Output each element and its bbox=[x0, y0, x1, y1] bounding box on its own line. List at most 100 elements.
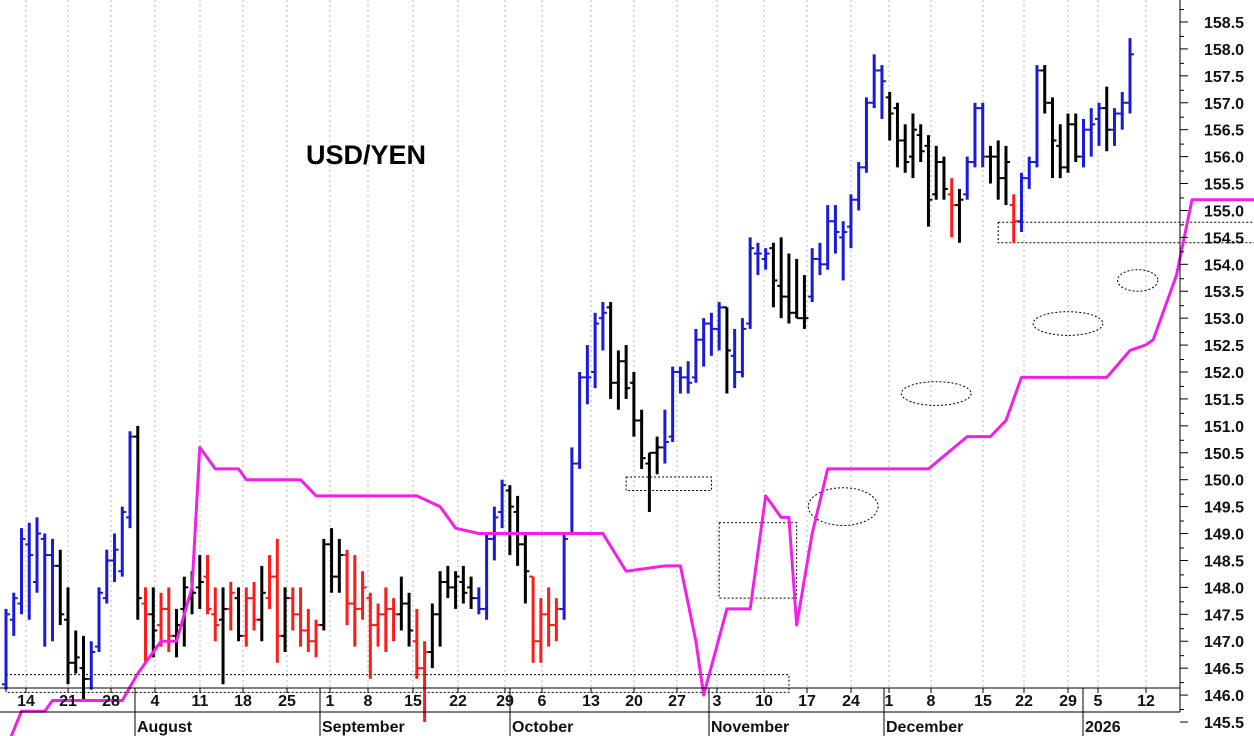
ohlc-bar bbox=[1126, 38, 1134, 114]
ohlc-bar bbox=[591, 312, 600, 389]
x-tick-label: 1 bbox=[885, 693, 894, 710]
ohlc-bar bbox=[846, 194, 855, 249]
ohlc-bar bbox=[1025, 156, 1034, 189]
price-bars bbox=[2, 38, 1134, 722]
ohlc-bar bbox=[1032, 65, 1041, 168]
grid-lines bbox=[25, 0, 1147, 688]
stop-line-series bbox=[9, 198, 1254, 736]
ohlc-bar bbox=[622, 345, 631, 399]
ohlc-bar bbox=[939, 156, 948, 200]
ohlc-bar bbox=[2, 608, 10, 690]
ohlc-bar bbox=[560, 533, 569, 620]
ohlc-bar bbox=[420, 641, 429, 722]
x-tick-label: 20 bbox=[625, 693, 643, 710]
x-tick-label: 15 bbox=[404, 693, 422, 710]
ohlc-bar bbox=[885, 92, 894, 141]
ohlc-bar bbox=[1063, 113, 1072, 173]
ohlc-bar bbox=[273, 538, 282, 663]
ohlc-bar bbox=[792, 258, 801, 320]
y-tick-label: 154.5 bbox=[1204, 230, 1244, 247]
month-label: September bbox=[322, 719, 405, 736]
x-tick-label: 6 bbox=[538, 693, 547, 710]
ohlc-bar bbox=[854, 162, 863, 211]
stop-line bbox=[9, 198, 1254, 736]
ohlc-bar bbox=[777, 237, 786, 319]
x-tick-label: 8 bbox=[927, 693, 936, 710]
x-tick-label: 15 bbox=[974, 693, 992, 710]
ohlc-bar bbox=[335, 538, 344, 593]
support-box bbox=[718, 522, 798, 599]
y-tick-label: 148.5 bbox=[1204, 553, 1244, 570]
ohlc-bar bbox=[823, 205, 832, 270]
ohlc-bar bbox=[319, 538, 328, 631]
ohlc-bar bbox=[281, 587, 290, 652]
ohlc-bar bbox=[350, 555, 359, 647]
ohlc-bar bbox=[498, 479, 507, 529]
ohlc-bar bbox=[970, 102, 979, 168]
y-tick-label: 147.0 bbox=[1204, 634, 1244, 651]
ohlc-bar bbox=[412, 608, 421, 679]
ohlc-bar bbox=[529, 575, 538, 663]
ohlc-bar bbox=[102, 549, 111, 604]
ohlc-bar bbox=[1094, 102, 1103, 146]
ohlc-bar bbox=[141, 587, 150, 663]
month-label: August bbox=[137, 719, 193, 736]
ellipse-annotation bbox=[807, 487, 879, 526]
ohlc-bar bbox=[474, 587, 483, 615]
x-tick-label: 22 bbox=[1015, 693, 1033, 710]
month-label: October bbox=[512, 719, 573, 736]
month-label: 2026 bbox=[1085, 719, 1121, 736]
ohlc-bar bbox=[126, 431, 135, 529]
ohlc-bar bbox=[234, 587, 243, 642]
x-tick-label: 13 bbox=[582, 693, 600, 710]
y-tick-label: 148.0 bbox=[1204, 580, 1244, 597]
support-box bbox=[5, 674, 790, 693]
ohlc-bar bbox=[366, 592, 375, 679]
ohlc-bar bbox=[118, 506, 127, 577]
y-tick-label: 157.0 bbox=[1204, 96, 1244, 113]
y-tick-label: 149.0 bbox=[1204, 527, 1244, 544]
ohlc-bar bbox=[381, 587, 390, 652]
ohlc-bar bbox=[916, 124, 925, 162]
ohlc-bar bbox=[730, 328, 739, 389]
ohlc-bar bbox=[312, 619, 321, 658]
ohlc-bar bbox=[1048, 97, 1057, 179]
axes bbox=[0, 0, 1188, 736]
ohlc-bar bbox=[9, 592, 18, 636]
x-tick-label: 18 bbox=[234, 693, 252, 710]
ohlc-bar bbox=[250, 582, 259, 631]
ohlc-bar bbox=[1102, 86, 1111, 152]
ohlc-bar bbox=[800, 275, 809, 329]
ohlc-bar bbox=[738, 318, 747, 378]
ohlc-bar bbox=[358, 571, 367, 620]
ohlc-bar bbox=[1087, 108, 1096, 157]
ohlc-bar bbox=[56, 549, 65, 626]
ohlc-bar bbox=[660, 409, 669, 464]
ohlc-bar bbox=[699, 318, 708, 367]
y-tick-label: 150.0 bbox=[1204, 473, 1244, 490]
y-tick-label: 152.5 bbox=[1204, 338, 1244, 355]
ohlc-bar bbox=[955, 188, 964, 243]
ohlc-bar bbox=[691, 328, 700, 383]
x-tick-label: 17 bbox=[798, 693, 816, 710]
ohlc-bar bbox=[1110, 108, 1119, 146]
ohlc-bar bbox=[1071, 113, 1080, 162]
ohlc-bar bbox=[17, 528, 26, 615]
ellipse-annotations bbox=[807, 269, 1159, 526]
y-tick-label: 156.5 bbox=[1204, 123, 1244, 140]
ohlc-bar bbox=[211, 587, 220, 642]
y-tick-label: 145.5 bbox=[1204, 715, 1244, 732]
ohlc-bar bbox=[575, 372, 584, 469]
y-tick-label: 153.0 bbox=[1204, 311, 1244, 328]
ohlc-bar bbox=[1079, 118, 1088, 168]
ohlc-bar bbox=[893, 102, 902, 168]
ohlc-bar bbox=[746, 237, 755, 329]
ohlc-bar bbox=[815, 242, 824, 276]
ohlc-bar bbox=[40, 533, 49, 647]
x-tick-label: 29 bbox=[496, 693, 514, 710]
ohlc-bar bbox=[374, 603, 383, 647]
ohlc-bar bbox=[1118, 92, 1127, 130]
y-tick-label: 146.0 bbox=[1204, 688, 1244, 705]
ohlc-bar bbox=[1056, 124, 1065, 179]
